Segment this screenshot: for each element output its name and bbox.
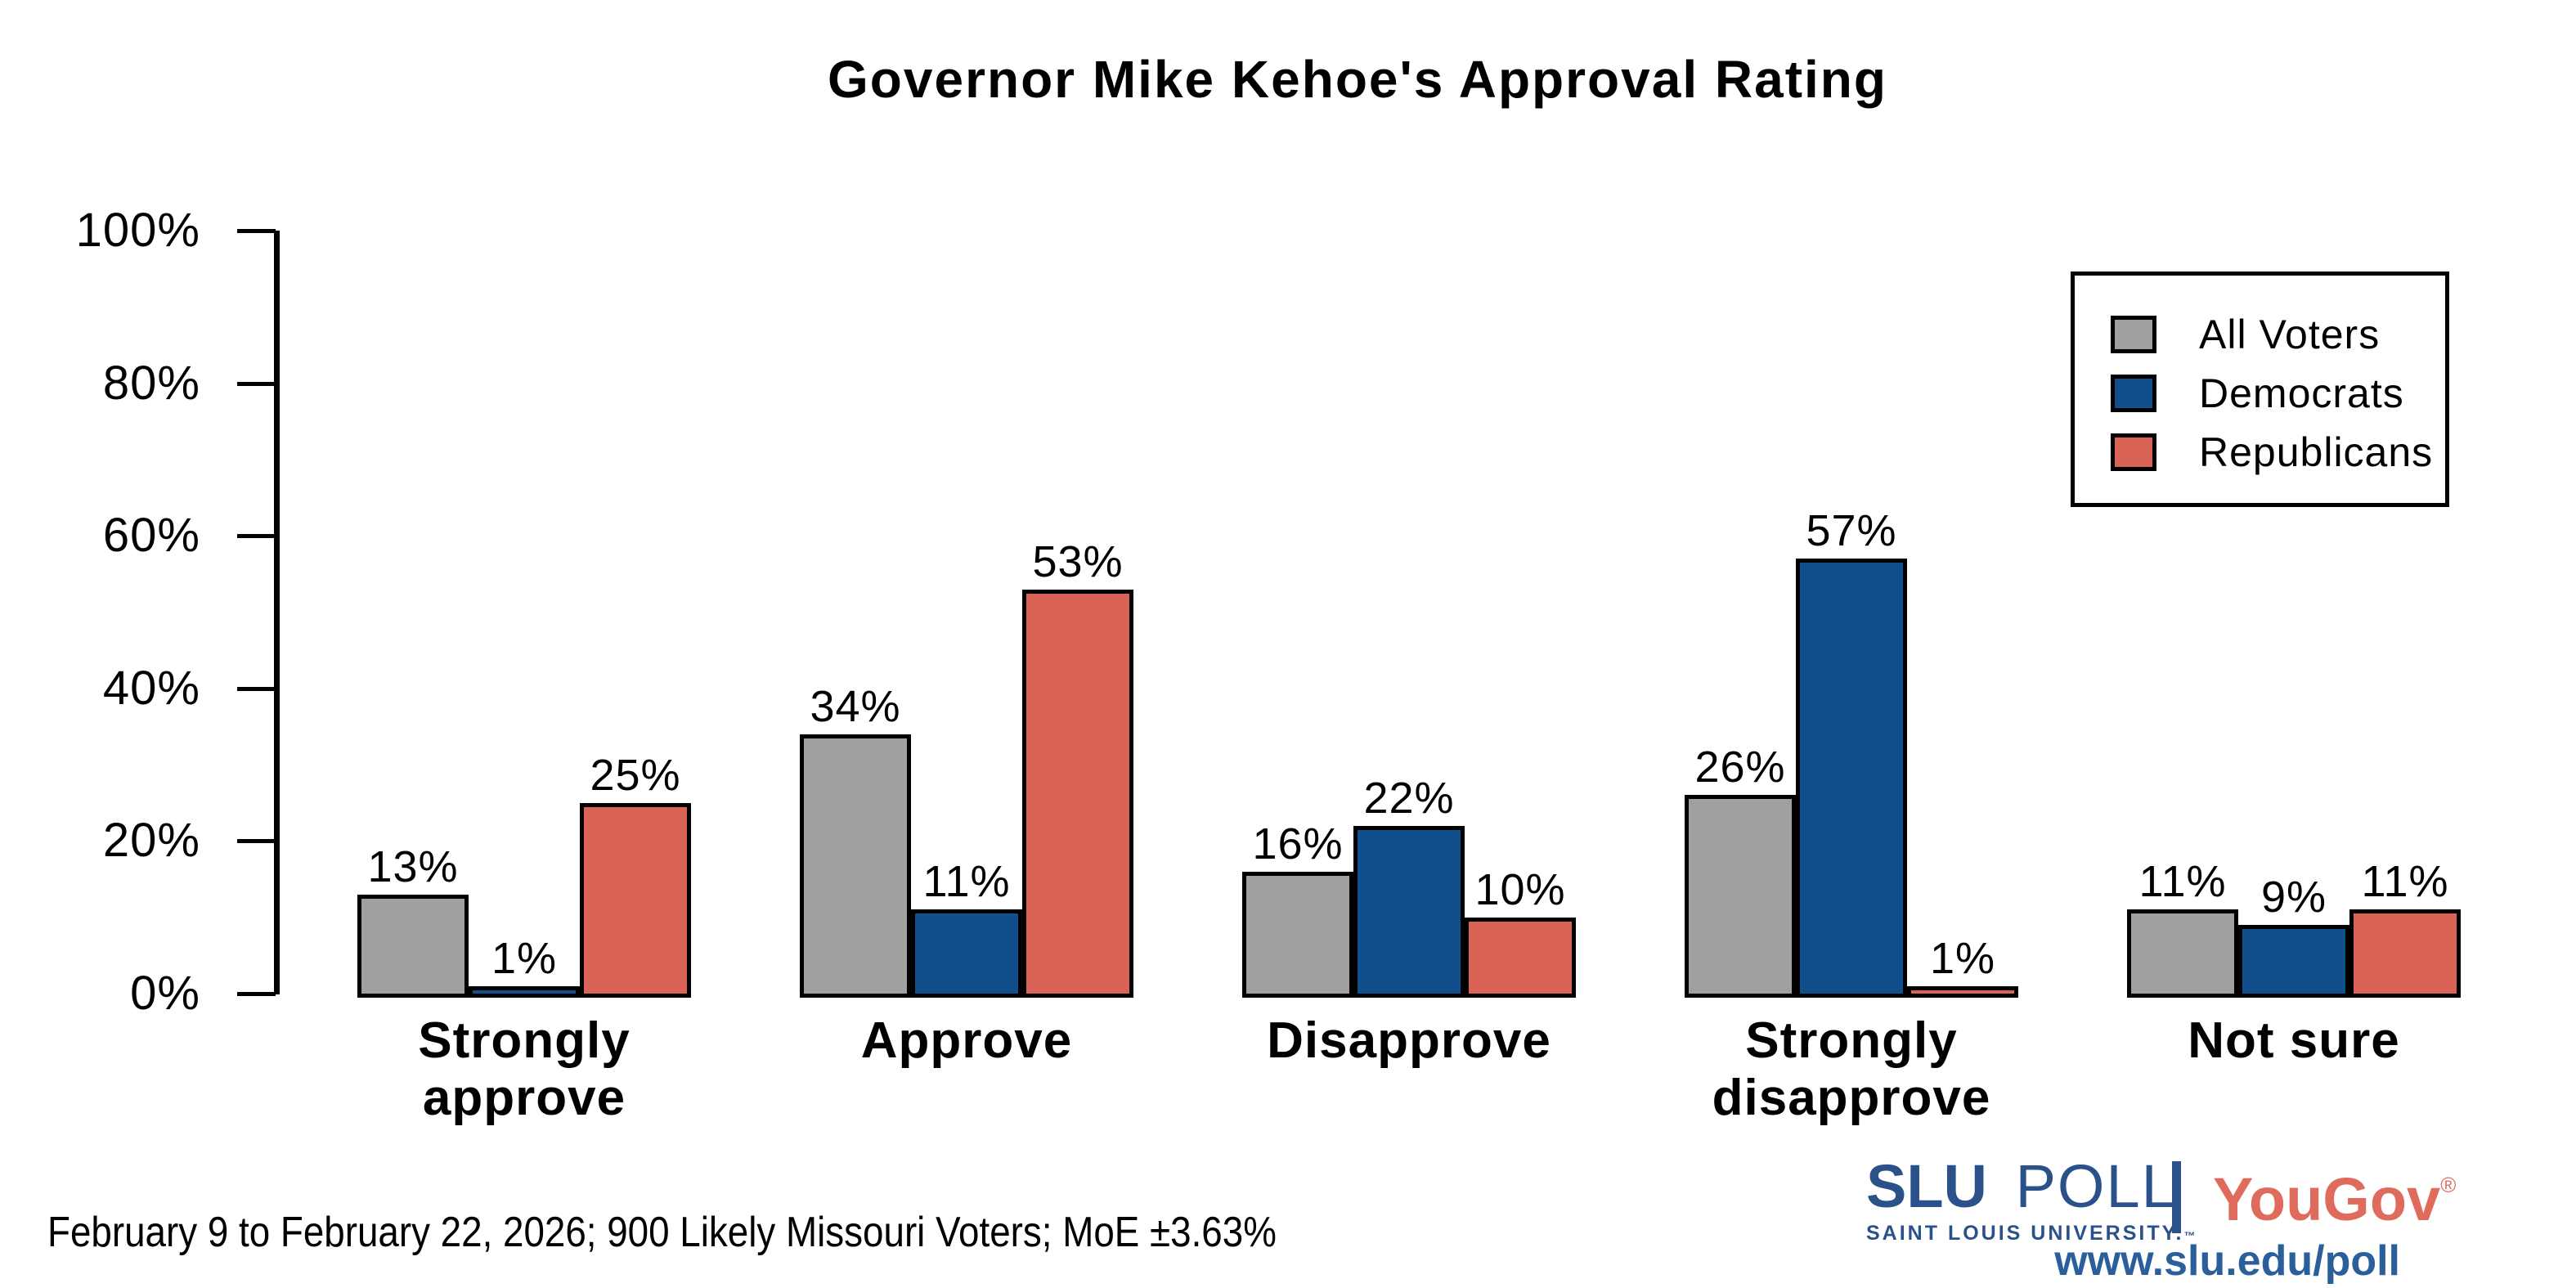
- value-label-strongly-disapprove-democrats: 57%: [1806, 506, 1897, 555]
- yougov-wordmark: YouGov: [2213, 1165, 2441, 1233]
- bar-disapprove-all-voters: [1242, 872, 1353, 998]
- chart-title: Governor Mike Kehoe's Approval Rating: [828, 50, 1887, 109]
- slu-poll-url: www.slu.edu/poll: [2054, 1237, 2400, 1285]
- bar-strongly-disapprove-republicans: [1907, 986, 2018, 998]
- category-label-not-sure: Not sure: [2188, 1012, 2400, 1069]
- value-label-strongly-disapprove-all-voters: 26%: [1694, 743, 1786, 792]
- bar-strongly-disapprove-all-voters: [1685, 795, 1796, 998]
- y-tick-80-: [237, 382, 276, 386]
- y-tick-label-0-: 0%: [130, 967, 200, 1020]
- legend-swatch-all-voters: [2111, 316, 2156, 353]
- category-label-strongly-approve: Strongly approve: [418, 1012, 631, 1126]
- yougov-logo: YouGov®: [2213, 1165, 2456, 1234]
- bar-strongly-approve-republicans: [580, 803, 691, 998]
- value-label-approve-republicans: 53%: [1032, 537, 1124, 586]
- slu-university-label: SAINT LOUIS UNIVERSITY.: [1866, 1222, 2184, 1245]
- value-label-approve-all-voters: 34%: [810, 682, 901, 731]
- footer-note: February 9 to February 22, 2026; 900 Lik…: [47, 1209, 1277, 1256]
- y-tick-60-: [237, 534, 276, 538]
- legend-label-republicans: Republicans: [2199, 429, 2434, 475]
- value-label-disapprove-all-voters: 16%: [1252, 819, 1344, 868]
- trademark-symbol: ™: [2183, 1229, 2198, 1242]
- value-label-not-sure-republicans: 11%: [2361, 857, 2449, 906]
- value-label-strongly-approve-republicans: 25%: [590, 751, 681, 800]
- legend-item-all-voters: All Voters: [2111, 305, 2445, 364]
- legend-item-republicans: Republicans: [2111, 423, 2445, 482]
- value-label-disapprove-republicans: 10%: [1474, 865, 1566, 914]
- value-label-not-sure-democrats: 9%: [2260, 873, 2327, 922]
- poll-text: POLL: [2015, 1152, 2177, 1220]
- slu-university-text: SAINT LOUIS UNIVERSITY.™: [1866, 1222, 2197, 1245]
- category-label-strongly-disapprove: Strongly disapprove: [1712, 1012, 1991, 1126]
- value-label-approve-democrats: 11%: [922, 857, 1011, 906]
- bar-approve-republicans: [1022, 590, 1133, 998]
- category-label-disapprove: Disapprove: [1267, 1012, 1551, 1069]
- slu-poll-logo: SLU POLL SAINT LOUIS UNIVERSITY.™: [1866, 1156, 2197, 1245]
- y-tick-label-80-: 80%: [102, 357, 200, 410]
- y-tick-40-: [237, 687, 276, 691]
- bar-strongly-disapprove-democrats: [1796, 559, 1907, 998]
- bar-not-sure-republicans: [2349, 909, 2461, 998]
- category-label-approve: Approve: [860, 1012, 1073, 1069]
- y-tick-label-60-: 60%: [102, 509, 200, 562]
- bar-strongly-approve-all-voters: [357, 895, 469, 998]
- bar-strongly-approve-democrats: [469, 986, 580, 998]
- legend-label-democrats: Democrats: [2199, 370, 2404, 416]
- legend-item-democrats: Democrats: [2111, 364, 2445, 423]
- y-tick-label-40-: 40%: [102, 662, 200, 715]
- value-label-not-sure-all-voters: 11%: [2138, 857, 2227, 906]
- slu-poll-wordmark: SLU POLL: [1866, 1156, 2197, 1217]
- value-label-strongly-approve-all-voters: 13%: [367, 842, 459, 891]
- registered-symbol: ®: [2440, 1173, 2457, 1197]
- brand-separator-bar: [2172, 1161, 2181, 1233]
- bar-approve-all-voters: [800, 734, 911, 998]
- bar-not-sure-all-voters: [2127, 909, 2238, 998]
- y-tick-100-: [237, 229, 276, 233]
- value-label-disapprove-democrats: 22%: [1363, 774, 1455, 823]
- legend-label-all-voters: All Voters: [2199, 312, 2381, 357]
- slu-text: SLU: [1866, 1152, 1987, 1220]
- y-tick-20-: [237, 839, 276, 843]
- bar-disapprove-republicans: [1465, 918, 1576, 998]
- value-label-strongly-disapprove-republicans: 1%: [1929, 934, 1996, 983]
- legend: All Voters Democrats Republicans: [2071, 272, 2449, 507]
- bar-not-sure-democrats: [2238, 925, 2349, 998]
- bar-disapprove-democrats: [1353, 826, 1465, 998]
- y-tick-label-100-: 100%: [75, 204, 200, 257]
- y-axis-line: [274, 231, 280, 994]
- value-label-strongly-approve-democrats: 1%: [491, 934, 558, 983]
- bar-approve-democrats: [911, 909, 1022, 998]
- y-tick-label-20-: 20%: [102, 814, 200, 867]
- legend-swatch-republicans: [2111, 433, 2156, 471]
- y-tick-0-: [237, 992, 276, 996]
- legend-swatch-democrats: [2111, 375, 2156, 412]
